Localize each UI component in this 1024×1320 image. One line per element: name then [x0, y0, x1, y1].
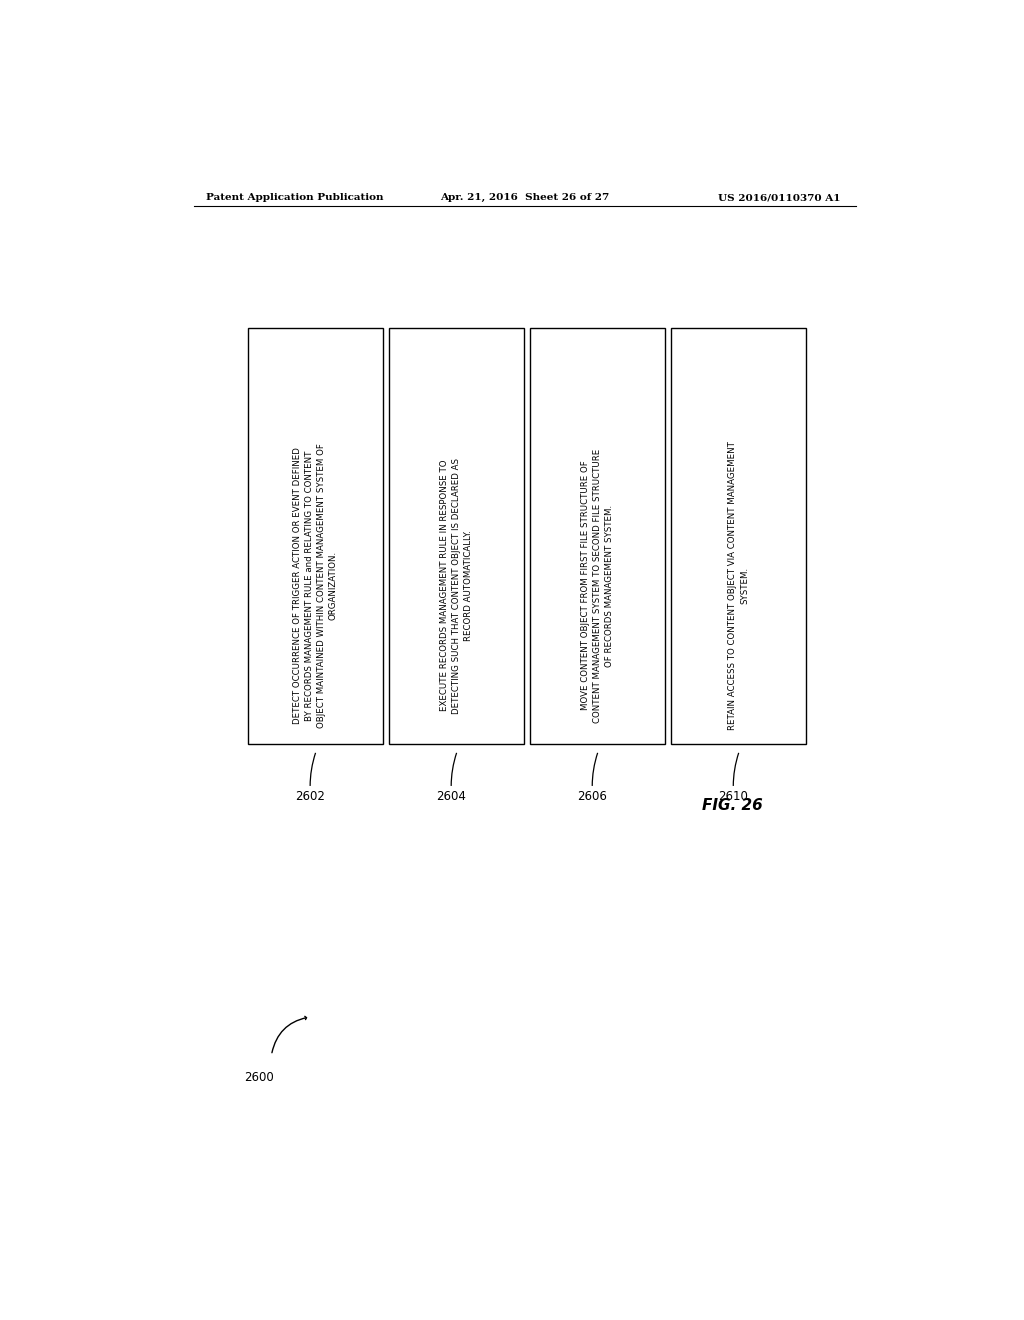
Text: RETAIN ACCESS TO CONTENT OBJECT VIA CONTENT MANAGEMENT
SYSTEM.: RETAIN ACCESS TO CONTENT OBJECT VIA CONT… — [728, 441, 750, 730]
Bar — [672, 327, 806, 743]
Text: 2604: 2604 — [436, 789, 466, 803]
Text: EXECUTE RECORDS MANAGEMENT RULE IN RESPONSE TO
DETECTING SUCH THAT CONTENT OBJEC: EXECUTE RECORDS MANAGEMENT RULE IN RESPO… — [440, 458, 473, 714]
Text: 2606: 2606 — [578, 789, 607, 803]
Text: 2600: 2600 — [245, 1071, 274, 1084]
Bar — [248, 327, 383, 743]
Text: FIG. 26: FIG. 26 — [702, 797, 763, 813]
Bar — [530, 327, 665, 743]
Text: 2610: 2610 — [719, 789, 749, 803]
Text: Apr. 21, 2016  Sheet 26 of 27: Apr. 21, 2016 Sheet 26 of 27 — [440, 193, 609, 202]
Text: DETECT OCCURRENCE OF TRIGGER ACTION OR EVENT DEFINED
BY RECORDS MANAGEMENT RULE : DETECT OCCURRENCE OF TRIGGER ACTION OR E… — [293, 444, 338, 729]
Bar — [389, 327, 524, 743]
Text: MOVE CONTENT OBJECT FROM FIRST FILE STRUCTURE OF
CONTENT MANAGEMENT SYSTEM TO SE: MOVE CONTENT OBJECT FROM FIRST FILE STRU… — [582, 449, 614, 723]
Text: US 2016/0110370 A1: US 2016/0110370 A1 — [719, 193, 841, 202]
Text: 2602: 2602 — [295, 789, 325, 803]
Text: Patent Application Publication: Patent Application Publication — [206, 193, 383, 202]
